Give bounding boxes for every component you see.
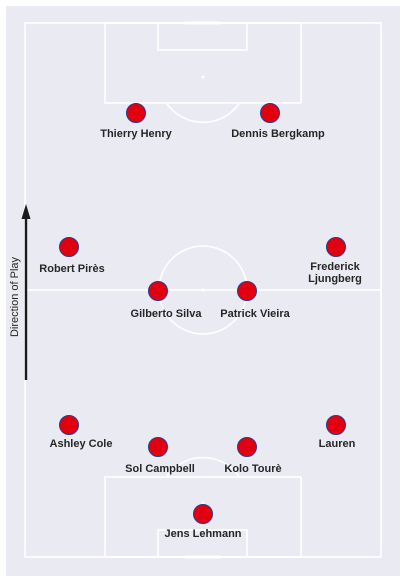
player-name-line: Sol Campbell	[125, 463, 195, 475]
player-name: Kolo Tourè	[224, 463, 281, 475]
player-name-line: Ashley Cole	[50, 438, 113, 450]
player-marker	[326, 415, 346, 435]
direction-arrow-head-icon	[21, 204, 31, 219]
player-name-line: Frederick	[310, 261, 360, 273]
centre-spot	[201, 288, 205, 292]
player-name: Thierry Henry	[100, 128, 172, 140]
player-lauren: Lauren	[319, 415, 356, 450]
player-name: Jens Lehmann	[164, 528, 241, 540]
player-marker	[237, 281, 257, 301]
player-name: Gilberto Silva	[131, 308, 203, 320]
player-name-line: Kolo Tourè	[224, 463, 281, 475]
player-name: Lauren	[319, 438, 356, 450]
player-marker	[148, 437, 168, 457]
player-sol-campbell: Sol Campbell	[125, 437, 195, 475]
player-name: Dennis Bergkamp	[231, 128, 325, 140]
player-marker	[148, 281, 168, 301]
player-marker	[326, 237, 346, 257]
player-name-line: Gilberto Silva	[131, 308, 203, 320]
player-name: Sol Campbell	[125, 463, 195, 475]
player-name-line: Robert Pirès	[39, 263, 104, 275]
player-gilberto-silva: Gilberto Silva	[131, 281, 203, 320]
player-name-line: Patrick Vieira	[220, 308, 290, 320]
player-marker	[59, 237, 79, 257]
top-penalty-spot	[201, 75, 205, 79]
player-name-line: Thierry Henry	[100, 128, 172, 140]
player-kolo-toure: Kolo Tourè	[224, 437, 282, 475]
player-thierry-henry: Thierry Henry	[100, 103, 173, 140]
player-name-line: Lauren	[319, 438, 356, 450]
player-name: Robert Pirès	[39, 263, 104, 275]
player-marker	[126, 103, 146, 123]
player-robert-pires: Robert Pirès	[39, 237, 105, 275]
player-dennis-bergkamp: Dennis Bergkamp	[231, 103, 325, 140]
player-name: Ashley Cole	[50, 438, 113, 450]
player-marker	[260, 103, 280, 123]
player-name-line: Ljungberg	[308, 273, 362, 285]
player-marker	[237, 437, 257, 457]
player-patrick-vieira: Patrick Vieira	[220, 281, 291, 320]
player-frederick-ljungberg: Frederick Ljungberg	[308, 237, 362, 285]
player-name: Frederick Ljungberg	[308, 261, 362, 285]
player-marker	[59, 415, 79, 435]
direction-of-play: Direction of Play	[9, 204, 31, 380]
players-layer: Jens Lehmann Sol Campbell Kolo Tourè Ashley…	[39, 103, 362, 540]
player-ashley-cole: Ashley Cole	[50, 415, 113, 450]
top-penalty-arc	[165, 102, 241, 124]
player-name: Patrick Vieira	[220, 308, 290, 320]
bottom-penalty-arc	[165, 456, 241, 478]
bottom-penalty-spot	[201, 501, 205, 505]
player-jens-lehmann: Jens Lehmann	[164, 504, 242, 540]
player-name-line: Dennis Bergkamp	[231, 128, 325, 140]
direction-label: Direction of Play	[9, 256, 21, 337]
player-marker	[193, 504, 213, 524]
player-name-line: Jens Lehmann	[164, 528, 241, 540]
